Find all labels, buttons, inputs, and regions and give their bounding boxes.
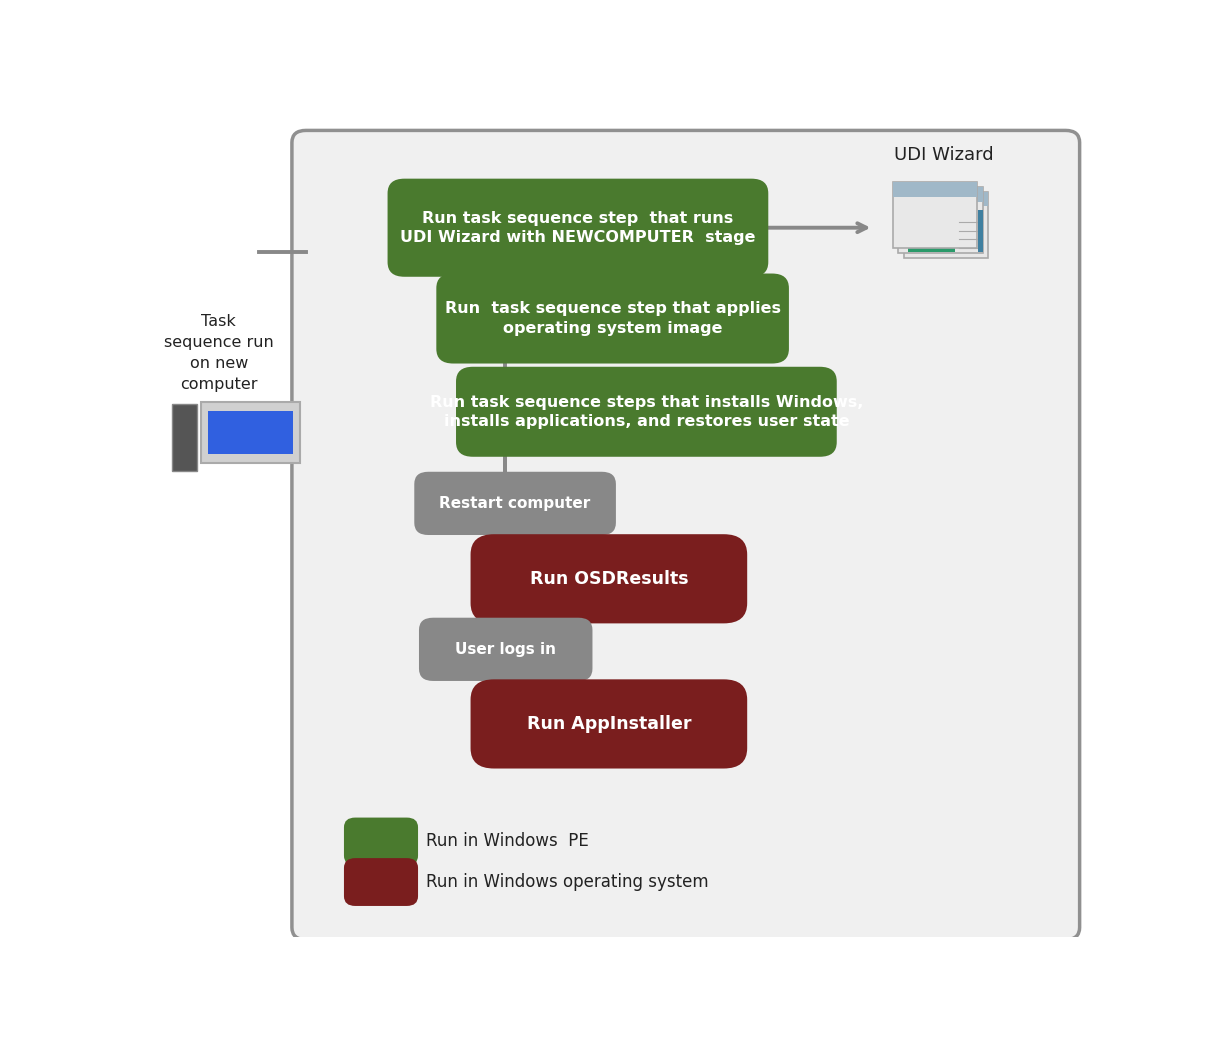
FancyBboxPatch shape bbox=[898, 187, 983, 253]
Text: User logs in: User logs in bbox=[455, 642, 557, 657]
FancyBboxPatch shape bbox=[344, 817, 417, 866]
FancyBboxPatch shape bbox=[172, 404, 197, 471]
FancyBboxPatch shape bbox=[978, 210, 984, 253]
Text: Run in Windows operating system: Run in Windows operating system bbox=[426, 873, 708, 891]
FancyBboxPatch shape bbox=[904, 192, 989, 258]
Text: Restart computer: Restart computer bbox=[439, 496, 590, 511]
Text: Run task sequence step  that runs
UDI Wizard with NEWCOMPUTER  stage: Run task sequence step that runs UDI Wiz… bbox=[401, 211, 756, 244]
FancyBboxPatch shape bbox=[344, 858, 417, 906]
FancyBboxPatch shape bbox=[201, 402, 300, 463]
FancyBboxPatch shape bbox=[471, 534, 748, 623]
FancyBboxPatch shape bbox=[456, 366, 837, 457]
Text: Run task sequence steps that installs Windows,
installs applications, and restor: Run task sequence steps that installs Wi… bbox=[430, 395, 863, 429]
FancyBboxPatch shape bbox=[908, 210, 955, 253]
FancyBboxPatch shape bbox=[419, 618, 593, 681]
FancyBboxPatch shape bbox=[898, 187, 983, 201]
Text: Task
sequence run
on new
computer: Task sequence run on new computer bbox=[163, 315, 273, 393]
FancyBboxPatch shape bbox=[471, 679, 748, 769]
FancyBboxPatch shape bbox=[292, 131, 1079, 939]
FancyBboxPatch shape bbox=[414, 472, 616, 535]
FancyBboxPatch shape bbox=[208, 411, 293, 454]
FancyBboxPatch shape bbox=[893, 182, 978, 247]
Text: Run in Windows  PE: Run in Windows PE bbox=[426, 833, 588, 851]
Text: Run OSDResults: Run OSDResults bbox=[530, 570, 688, 588]
Text: UDI Wizard: UDI Wizard bbox=[894, 145, 993, 163]
FancyBboxPatch shape bbox=[904, 192, 989, 206]
Text: Run AppInstaller: Run AppInstaller bbox=[526, 715, 691, 733]
FancyBboxPatch shape bbox=[387, 179, 768, 277]
Text: Run  task sequence step that applies
operating system image: Run task sequence step that applies oper… bbox=[444, 301, 780, 336]
FancyBboxPatch shape bbox=[893, 182, 978, 197]
FancyBboxPatch shape bbox=[437, 274, 789, 363]
